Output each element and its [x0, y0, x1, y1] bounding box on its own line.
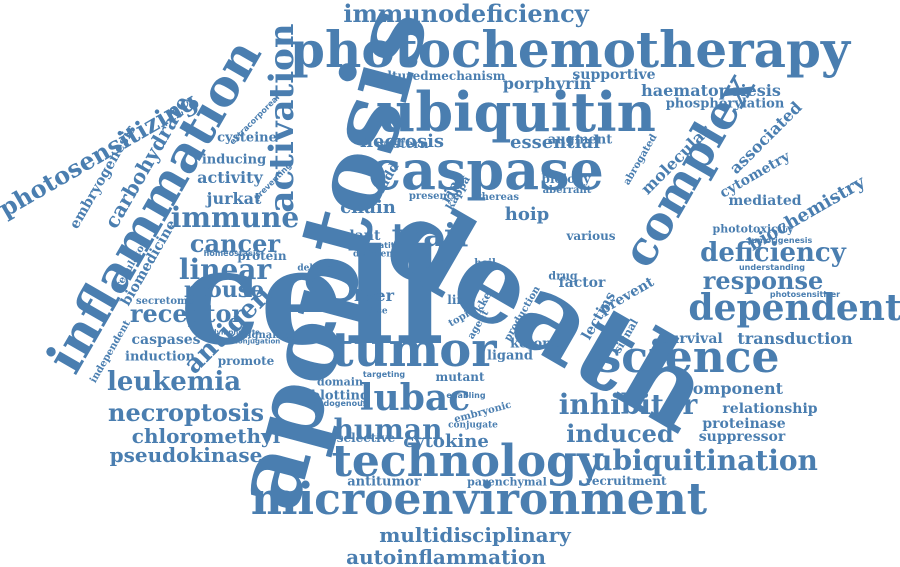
- word-line: line: [447, 294, 472, 306]
- word-endogenous: endogenous: [312, 400, 367, 408]
- word-aberrant: aberrant: [543, 186, 592, 196]
- word-enabling: enabling: [446, 392, 485, 400]
- word-tumorigenesis: tumorigenesis: [748, 237, 813, 245]
- word-chain: chain: [340, 199, 396, 217]
- word-biology: biology: [542, 173, 591, 185]
- word-homeostasis: homeostasis: [204, 250, 261, 258]
- word-selective: selective: [337, 432, 396, 444]
- word-mutant: mutant: [435, 371, 484, 383]
- word-necroptosis: necroptosis: [108, 401, 264, 425]
- word-caspases: caspases: [131, 333, 200, 347]
- word-recruitment: recruitment: [585, 475, 666, 487]
- word-autoinflammation: autoinflammation: [346, 547, 546, 567]
- word-induction: induction: [125, 351, 195, 364]
- word-conjugation: conjugation: [234, 339, 281, 346]
- word-targeting: targeting: [363, 371, 405, 379]
- word-deficient: deficient: [353, 251, 397, 260]
- word-photochemotherapy: photochemotherapy: [290, 25, 850, 75]
- word-deletion: deletion: [297, 265, 338, 274]
- word-suppressor: suppressor: [699, 430, 785, 444]
- word-western: western: [376, 138, 429, 150]
- word-antitumor: antitumor: [347, 476, 421, 489]
- word-drug: drug: [548, 271, 577, 282]
- word-inhibitor: inhibitor: [559, 391, 698, 419]
- word-trail: trail: [392, 219, 469, 251]
- word-parenchymal: parenchymal: [467, 477, 547, 488]
- word-domain: domain: [317, 377, 363, 388]
- word-photosensitizer: photosensitizer: [770, 291, 840, 299]
- word-tnfr: tnfr: [425, 260, 449, 271]
- word-ubiquitination: ubiquitination: [592, 447, 818, 475]
- word-immunodeficiency: immunodeficiency: [343, 2, 588, 26]
- word-various: various: [566, 230, 615, 242]
- word-inducing: inducing: [202, 154, 266, 167]
- word-mediated: mediated: [728, 194, 801, 208]
- word-secretome: secretome: [136, 297, 194, 307]
- word-liver: liver: [354, 288, 394, 304]
- word-understanding: understanding: [739, 264, 805, 272]
- word-induced: induced: [566, 422, 673, 446]
- word-activity: activity: [197, 170, 263, 186]
- word-mouse: mouse: [184, 279, 264, 301]
- word-hoip: hoip: [505, 206, 550, 224]
- word-immune: immune: [171, 204, 299, 232]
- word-pseudokinase: pseudokinase: [110, 445, 263, 465]
- word-transduction: transduction: [737, 331, 852, 347]
- word-whereas: whereas: [473, 193, 519, 203]
- word-multidisciplinary: multidisciplinary: [379, 525, 571, 545]
- word-leukemia: leukemia: [107, 369, 241, 395]
- word-dose: dose: [364, 308, 387, 317]
- word-phosphorylation: phosphorylation: [666, 98, 785, 111]
- word-augment: augment: [548, 134, 612, 147]
- word-supportive: supportive: [572, 68, 655, 82]
- word-survival: survival: [661, 332, 722, 346]
- word-mechanism: mechanism: [429, 70, 506, 82]
- word-hoil: hoil: [474, 259, 496, 269]
- word-component: component: [683, 381, 783, 397]
- word-lymphocyte: lymphocyte: [214, 330, 260, 337]
- word-cultured: cultured: [371, 70, 428, 82]
- word-ligand: ligand: [487, 350, 533, 363]
- word-cytokine: cytokine: [403, 433, 489, 451]
- word-phototoxicity: phototoxicity: [713, 224, 794, 235]
- word-relationship: relationship: [722, 402, 817, 416]
- word-promote: promote: [218, 355, 275, 367]
- word-hepatitis: hepatitis: [362, 242, 402, 250]
